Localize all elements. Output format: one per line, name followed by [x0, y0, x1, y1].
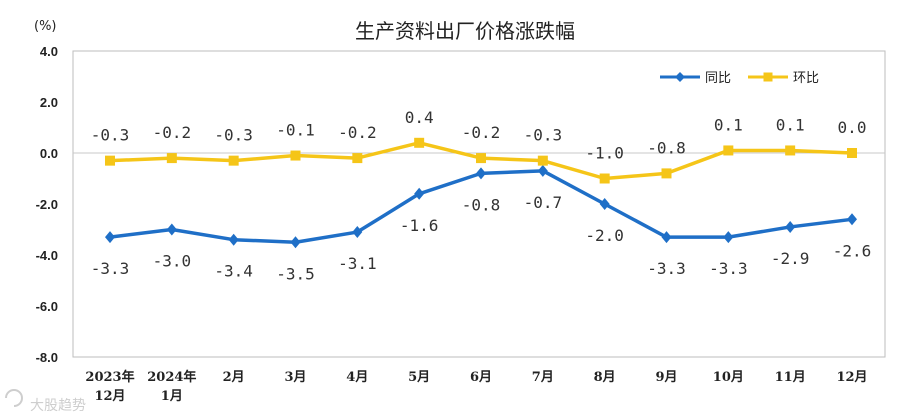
data-point — [352, 153, 363, 164]
data-point — [290, 150, 301, 161]
data-point — [599, 173, 610, 184]
x-tick-label: 12月 — [836, 370, 867, 385]
y-tick-label: 2.0 — [40, 95, 58, 110]
data-label: -0.7 — [524, 193, 563, 212]
data-label: -2.6 — [833, 241, 872, 260]
data-label: -0.8 — [462, 195, 501, 214]
data-label: -2.0 — [585, 226, 624, 245]
legend-label-yoy: 同比 — [705, 71, 731, 86]
data-label: -0.3 — [214, 126, 253, 145]
logo-icon — [5, 389, 23, 407]
legend: 同比 环比 — [660, 71, 819, 86]
data-point — [537, 155, 548, 166]
data-label: -3.4 — [214, 262, 253, 281]
data-label: -3.3 — [647, 259, 686, 278]
data-point — [785, 145, 796, 156]
data-point — [352, 226, 363, 239]
y-tick-label: 4.0 — [40, 44, 58, 59]
data-point — [476, 153, 486, 164]
data-label: -0.3 — [91, 126, 130, 145]
x-tick-label: 9月 — [655, 370, 677, 385]
data-point — [847, 213, 857, 226]
data-label: -0.2 — [153, 123, 192, 142]
series-layer — [105, 137, 857, 249]
x-tick-label: 2024年 — [147, 369, 196, 385]
data-point — [166, 223, 177, 236]
y-tick-label: -8.0 — [36, 350, 58, 365]
legend-label-mom: 环比 — [793, 71, 819, 86]
x-tick-label: 4月 — [346, 370, 368, 385]
data-label: -0.2 — [462, 123, 501, 142]
data-label: -2.9 — [771, 249, 810, 268]
x-tick-label: 8月 — [594, 370, 616, 385]
data-point — [414, 137, 425, 148]
x-tick-label: 11月 — [775, 370, 806, 385]
x-tick-label: 3月 — [284, 370, 306, 385]
data-label: -0.3 — [524, 126, 563, 145]
data-point — [723, 145, 734, 156]
plot-area — [72, 50, 886, 358]
y-tick-label: -2.0 — [36, 197, 58, 212]
data-label: -1.6 — [400, 216, 439, 235]
data-point — [476, 167, 486, 180]
data-point — [847, 148, 857, 158]
data-label: -0.8 — [647, 138, 686, 157]
data-point — [228, 155, 239, 166]
data-label: -1.0 — [585, 144, 624, 163]
y-tick-label: -6.0 — [36, 299, 58, 314]
data-point — [105, 155, 115, 166]
data-label: -3.1 — [338, 254, 377, 273]
data-label: 0.0 — [838, 118, 867, 137]
x-tick-label: 5月 — [408, 370, 430, 385]
x-axis: 2023年 12月 2024年 1月 2月 3月 4月 5月 6月 7月 8月 9月 10月 11月 12月 — [85, 369, 867, 404]
legend-item-yoy: 同比 — [660, 71, 731, 86]
x-tick-label: 6月 — [470, 370, 492, 385]
y-axis: 4.0 2.0 0.0 -2.0 -4.0 -6.0 -8.0 — [36, 44, 58, 365]
data-point — [414, 187, 425, 200]
legend-square-marker-icon — [763, 72, 773, 82]
data-point — [599, 198, 610, 210]
data-point — [228, 233, 239, 246]
data-point — [661, 231, 672, 244]
data-label: -0.1 — [276, 121, 315, 140]
data-point — [661, 168, 672, 179]
x-tick-label: 2月 — [223, 370, 245, 385]
data-point — [290, 236, 301, 249]
data-labels: -3.3 -3.0 -3.4 -3.5 -3.1 -1.6 -0.8 -0.7 -2.0 -3.3… — [91, 108, 872, 283]
data-label: 0.4 — [405, 108, 434, 127]
data-point — [537, 164, 548, 177]
legend-diamond-marker-icon — [675, 72, 685, 82]
data-label: 0.1 — [714, 115, 743, 134]
data-point — [105, 231, 115, 244]
chart-title: 生产资料出厂价格涨跌幅 — [355, 19, 575, 43]
data-label: -0.2 — [338, 123, 377, 142]
x-tick-label: 2023年 — [85, 369, 134, 385]
x-tick-label: 10月 — [713, 370, 744, 385]
data-label: -3.0 — [153, 252, 192, 271]
y-tick-label: 0.0 — [40, 146, 58, 161]
y-axis-unit: (%) — [34, 19, 57, 34]
x-tick-label: 7月 — [532, 370, 554, 385]
x-tick-label: 1月 — [161, 389, 183, 404]
data-point — [723, 231, 734, 244]
data-label: -3.5 — [276, 264, 315, 283]
data-point — [785, 220, 796, 233]
x-tick-label: 12月 — [94, 389, 125, 404]
data-point — [166, 153, 177, 164]
data-label: -3.3 — [91, 259, 130, 278]
data-label: -3.3 — [709, 259, 748, 278]
legend-item-mom: 环比 — [748, 71, 819, 86]
watermark-text: 大股趋势 — [30, 398, 86, 414]
watermark: 大股趋势 — [5, 389, 86, 414]
y-tick-label: -4.0 — [36, 248, 58, 263]
data-label: 0.1 — [776, 115, 805, 134]
